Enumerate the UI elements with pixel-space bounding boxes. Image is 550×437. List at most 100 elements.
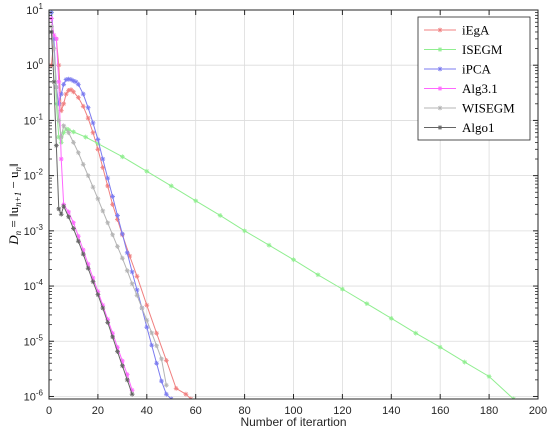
data-point — [437, 344, 443, 350]
data-point — [85, 265, 91, 271]
data-point — [80, 251, 86, 257]
y-label-d-sub: n — [13, 230, 23, 235]
data-point — [110, 194, 115, 199]
data-point — [80, 91, 86, 97]
data-point — [66, 209, 71, 215]
x-tick-label: 140 — [382, 405, 400, 417]
data-point — [63, 91, 69, 97]
data-point — [71, 226, 76, 231]
data-point — [85, 115, 91, 121]
y-tick-label: 101 — [26, 2, 43, 17]
data-point — [58, 156, 64, 162]
series-layer — [49, 10, 516, 399]
legend-box — [417, 16, 531, 141]
data-point — [413, 330, 419, 336]
x-tick-label: 0 — [46, 405, 52, 417]
data-point — [163, 358, 169, 363]
y-label-d: D — [6, 235, 21, 246]
data-point — [75, 233, 81, 239]
y-label-end: ‖ — [6, 163, 21, 167]
data-point — [129, 387, 135, 393]
x-tick-label: 160 — [431, 405, 449, 417]
legend-item: ISEGM — [424, 42, 503, 57]
data-point — [56, 206, 62, 212]
data-point — [154, 343, 159, 349]
data-point — [51, 32, 57, 38]
data-point — [53, 36, 59, 42]
data-point — [95, 196, 101, 202]
data-point — [149, 342, 155, 348]
series-line — [50, 18, 133, 391]
data-point — [90, 120, 96, 126]
data-point — [193, 198, 199, 204]
legend-item: Alg3.1 — [424, 81, 498, 96]
legend-item: WISEGM — [424, 101, 515, 116]
data-point — [119, 363, 125, 369]
data-point — [115, 217, 120, 222]
data-point — [90, 275, 96, 281]
data-point — [71, 139, 76, 145]
legend: iEgA ISEGM iPCA Alg3.1 WISEGM Algo1 — [417, 16, 531, 141]
data-point — [486, 374, 492, 379]
y-label-mid: − u — [6, 171, 21, 192]
data-point — [119, 358, 125, 364]
data-point — [139, 305, 145, 311]
data-point — [129, 281, 135, 287]
y-label-sub1: n+1 — [13, 192, 23, 207]
data-point — [56, 134, 62, 140]
data-point — [388, 315, 394, 321]
data-point — [100, 165, 106, 170]
data-point — [124, 268, 130, 274]
y-tick-label: 10-1 — [24, 112, 44, 127]
data-point — [58, 139, 64, 145]
legend-label: Alg3.1 — [462, 81, 498, 96]
data-point — [63, 77, 69, 82]
data-point — [119, 154, 125, 160]
data-point — [340, 286, 345, 292]
series-algo1 — [49, 29, 135, 397]
data-point — [66, 76, 71, 82]
data-point — [75, 95, 81, 100]
legend-label: Algo1 — [462, 120, 495, 135]
data-point — [68, 77, 74, 82]
data-point — [51, 36, 57, 42]
data-point — [53, 143, 59, 148]
data-point — [95, 141, 101, 147]
data-point — [56, 101, 62, 107]
data-point — [58, 91, 64, 97]
y-tick-label: 10-5 — [24, 333, 44, 348]
data-point — [364, 301, 370, 307]
data-point — [66, 130, 71, 136]
data-point — [56, 79, 62, 85]
data-point — [100, 156, 106, 162]
data-point — [134, 273, 140, 279]
data-point — [71, 89, 76, 95]
data-point — [68, 87, 74, 93]
data-point — [80, 247, 86, 253]
y-tick-label: 10-4 — [24, 278, 44, 293]
data-point — [85, 173, 91, 179]
data-point — [71, 129, 76, 135]
legend-item: Algo1 — [424, 120, 495, 135]
series-wisegm — [49, 24, 169, 388]
data-point — [56, 118, 62, 123]
series-line — [50, 12, 514, 399]
data-point — [110, 232, 115, 238]
legend-swatch-marker — [437, 86, 443, 91]
data-point — [56, 62, 62, 68]
x-axis-label: Number of iterartion — [240, 415, 346, 429]
data-point — [163, 382, 169, 388]
data-point — [266, 242, 272, 248]
data-point — [119, 231, 125, 237]
x-tick-label: 200 — [529, 405, 547, 417]
x-tick-label: 40 — [141, 405, 153, 417]
data-point — [95, 289, 101, 294]
data-point — [100, 208, 106, 214]
data-point — [163, 391, 169, 397]
data-point — [110, 334, 115, 340]
data-point — [119, 255, 125, 261]
legend-swatch-marker — [437, 27, 443, 33]
data-point — [110, 202, 115, 207]
data-point — [80, 103, 86, 109]
